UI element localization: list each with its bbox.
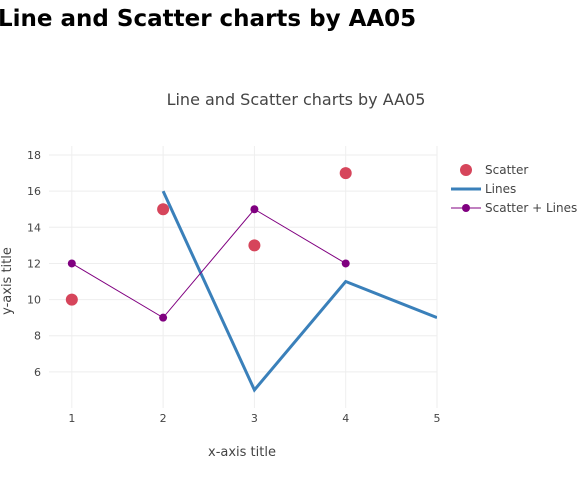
series-group bbox=[65, 167, 352, 306]
x-axis-title: x-axis title bbox=[208, 445, 276, 460]
y-tick-label: 16 bbox=[27, 185, 41, 198]
x-tick-label: 2 bbox=[160, 412, 167, 425]
chart-title: Line and Scatter charts by AA05 bbox=[167, 90, 426, 109]
y-tick-label: 18 bbox=[27, 149, 41, 162]
y-tick-label: 8 bbox=[34, 330, 41, 343]
legend-marker bbox=[460, 164, 472, 176]
series-layer bbox=[65, 167, 437, 393]
legend: Scatter Lines Scatter + Lines bbox=[451, 163, 577, 215]
data-point bbox=[250, 205, 259, 214]
legend-label: Lines bbox=[485, 182, 516, 196]
y-tick-label: 12 bbox=[27, 257, 41, 270]
x-tick-label: 1 bbox=[68, 412, 75, 425]
data-point bbox=[65, 293, 78, 306]
series-group bbox=[67, 205, 350, 322]
data-point bbox=[248, 239, 261, 252]
data-point bbox=[159, 313, 168, 322]
legend-marker bbox=[462, 204, 470, 212]
legend-item: Scatter + Lines bbox=[451, 201, 577, 215]
x-tick-label: 4 bbox=[342, 412, 349, 425]
y-axis-title: y-axis title bbox=[0, 247, 15, 315]
x-tick-label: 3 bbox=[251, 412, 258, 425]
y-tick-label: 10 bbox=[27, 294, 41, 307]
series-line bbox=[161, 190, 437, 393]
x-tick-label: 5 bbox=[434, 412, 441, 425]
data-point bbox=[67, 259, 76, 268]
y-tick-label: 6 bbox=[34, 366, 41, 379]
legend-item: Lines bbox=[451, 182, 516, 196]
data-point bbox=[341, 259, 350, 268]
legend-label: Scatter + Lines bbox=[485, 201, 577, 215]
data-point bbox=[157, 203, 170, 216]
grid-lines bbox=[49, 146, 438, 408]
page-heading: Line and Scatter charts by AA05 bbox=[0, 6, 417, 32]
legend-label: Scatter bbox=[485, 163, 528, 177]
series-group bbox=[161, 190, 437, 393]
data-point bbox=[339, 167, 352, 180]
legend-item: Scatter bbox=[460, 163, 528, 177]
series-line bbox=[71, 208, 346, 319]
y-tick-label: 14 bbox=[27, 221, 41, 234]
